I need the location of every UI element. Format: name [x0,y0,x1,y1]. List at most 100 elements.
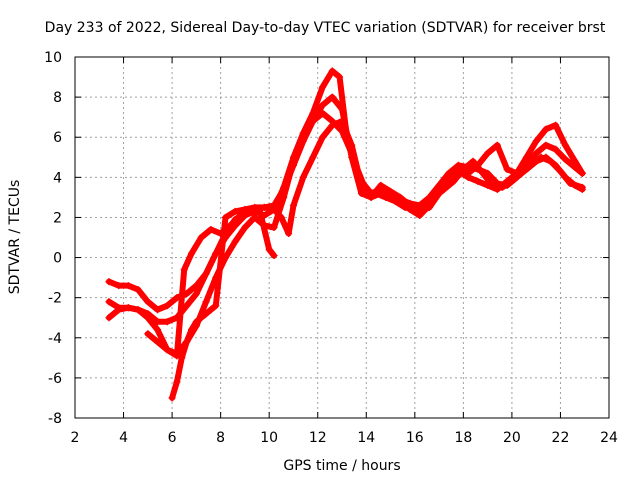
data-point [578,169,586,177]
data-point [202,310,210,318]
data-point [532,157,540,165]
x-tick-label: 6 [168,430,177,446]
data-point [474,177,482,185]
data-point [180,266,188,274]
data-point [319,83,327,91]
data-point [144,298,152,306]
data-point [338,105,346,113]
data-point [474,161,482,169]
data-point [542,125,550,133]
series-points-day-4 [168,117,586,402]
series-points-day-5 [144,205,278,360]
data-point [280,185,288,193]
data-point [178,354,186,362]
data-point [192,318,200,326]
chart-title: Day 233 of 2022, Sidereal Day-to-day VTE… [45,20,606,36]
data-point [561,155,569,163]
data-point [552,121,560,129]
data-point [367,193,375,201]
axis-ticks [74,56,610,419]
data-point [105,298,113,306]
data-point [357,181,365,189]
data-point [173,352,181,360]
data-point [134,306,142,314]
data-point [202,298,210,306]
data-point [217,229,225,237]
x-tick-label: 4 [119,430,128,446]
data-point [357,189,365,197]
y-tick-label: 2 [53,210,62,226]
y-tick-label: 6 [53,130,62,146]
data-point [484,181,492,189]
data-point [277,213,285,221]
y-tick-label: 0 [53,251,62,267]
data-point [260,203,268,211]
data-point [503,165,511,173]
data-point [212,302,220,310]
data-point [464,173,472,181]
data-point [484,169,492,177]
data-point [192,282,200,290]
data-point [289,201,297,209]
data-point [207,306,215,314]
data-point [163,318,171,326]
x-tick-label: 10 [260,430,278,446]
data-point [542,141,550,149]
data-point [578,185,586,193]
data-point [154,326,162,334]
data-point [299,173,307,181]
data-point [425,201,433,209]
data-point [207,225,215,233]
data-point [270,252,278,260]
data-point [561,173,569,181]
y-tick-label: 8 [53,90,62,106]
data-point [406,205,414,213]
x-tick-label: 24 [600,430,618,446]
data-point [328,121,336,129]
data-point [396,197,404,205]
data-point [469,157,477,165]
data-point [270,205,278,213]
data-point [571,181,579,189]
data-point [154,318,162,326]
data-point [336,73,344,81]
data-point [455,167,463,175]
data-point [188,250,196,258]
x-tick-label: 12 [309,430,327,446]
data-point [202,270,210,278]
x-axis-label: GPS time / hours [283,458,400,474]
x-tick-labels: 2 4 6 8 10 12 14 16 18 20 22 24 [71,430,618,446]
x-tick-label: 16 [406,430,424,446]
data-point [416,201,424,209]
y-tick-label: 4 [53,170,62,186]
data-point [173,378,181,386]
data-point [144,330,152,338]
data-point [197,234,205,241]
data-point [377,181,385,189]
data-point [168,394,176,402]
data-point [270,223,278,231]
plot-frame [74,56,610,419]
data-point [377,189,385,197]
y-tick-label: -2 [48,291,62,307]
data-point [522,165,530,173]
data-point [124,304,132,312]
y-tick-labels: -8 -6 -4 -2 0 2 4 6 8 10 [44,50,62,427]
data-point [251,213,259,221]
data-point [552,161,560,169]
data-point [241,223,249,231]
data-point [163,302,171,310]
data-point [105,314,113,322]
data-point [542,153,550,161]
data-point [154,338,162,346]
data-point [484,149,492,157]
data-point [231,207,239,215]
data-point [493,141,501,149]
data-point [115,282,123,290]
x-tick-label: 20 [503,430,521,446]
data-point [212,250,220,258]
data-point [445,177,453,185]
data-point [246,205,254,213]
data-point [348,141,356,149]
